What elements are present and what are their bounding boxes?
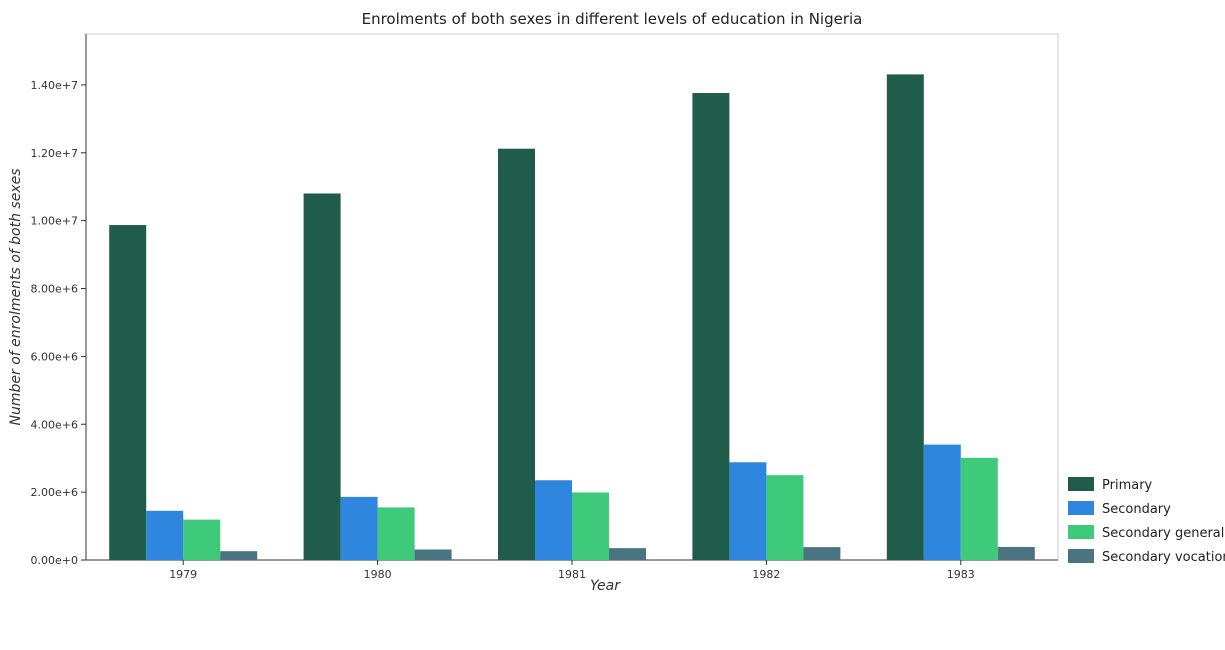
bar-secondary-1980 [340,496,378,560]
y-tick-label: 0.00e+0 [31,554,78,567]
bar-secondary-vocational-1981 [609,548,646,560]
bar-secondary-general-1983 [960,457,998,560]
legend-label: Secondary general [1102,526,1224,541]
bar-primary-1982 [692,93,730,561]
legend-swatch [1068,477,1094,491]
bar-secondary-vocational-1979 [220,551,258,560]
x-axis-label: Year [590,578,621,594]
legend: Primary Secondary Secondary general Seconda… [1068,477,1225,565]
bar-secondary-1983 [923,444,961,560]
bar-secondary-vocational-1983 [997,546,1035,560]
bar-secondary-vocational-1980 [414,549,452,560]
bar-secondary-general-1982 [766,475,804,560]
legend-label: Primary [1102,478,1153,493]
bar-primary-1980 [303,193,341,561]
legend-swatch [1068,549,1094,563]
x-tick-label: 1979 [169,568,197,581]
x-tick-label: 1983 [947,568,975,581]
legend-label: Secondary vocational [1102,550,1225,565]
bar-secondary-vocational-1982 [803,547,841,560]
legend-label: Secondary [1102,502,1171,517]
bar-primary-1983 [886,74,924,560]
y-tick-label: 1.00e+7 [31,215,78,228]
y-ticks: 0.00e+0 2.00e+6 4.00e+6 6.00e+6 8.00e+6 1.00e… [31,79,86,567]
bar-secondary-1979 [146,510,184,560]
y-tick-label: 6.00e+6 [31,350,78,363]
bar-secondary-general-1980 [377,507,415,560]
chart-title: Enrolments of both sexes in different le… [362,10,863,28]
bar-secondary-1981 [535,480,572,560]
y-tick-label: 2.00e+6 [31,486,78,499]
y-tick-label: 1.20e+7 [31,147,78,160]
legend-swatch [1068,501,1094,515]
x-tick-label: 1981 [558,568,586,581]
legend-swatch [1068,525,1094,539]
y-tick-label: 4.00e+6 [31,418,78,431]
x-tick-label: 1980 [364,568,392,581]
bar-secondary-general-1981 [572,492,609,560]
bars [109,74,1035,561]
bar-primary-1979 [109,225,147,561]
x-tick-label: 1982 [752,568,780,581]
y-axis-label: Number of enrolments of both sexes [8,169,24,426]
x-ticks: 1979 1980 1981 1982 1983 [169,560,975,581]
bar-secondary-general-1979 [183,519,221,560]
bar-secondary-1982 [729,462,767,560]
y-tick-label: 1.40e+7 [31,79,78,92]
bar-primary-1981 [498,148,535,560]
y-tick-label: 8.00e+6 [31,283,78,296]
